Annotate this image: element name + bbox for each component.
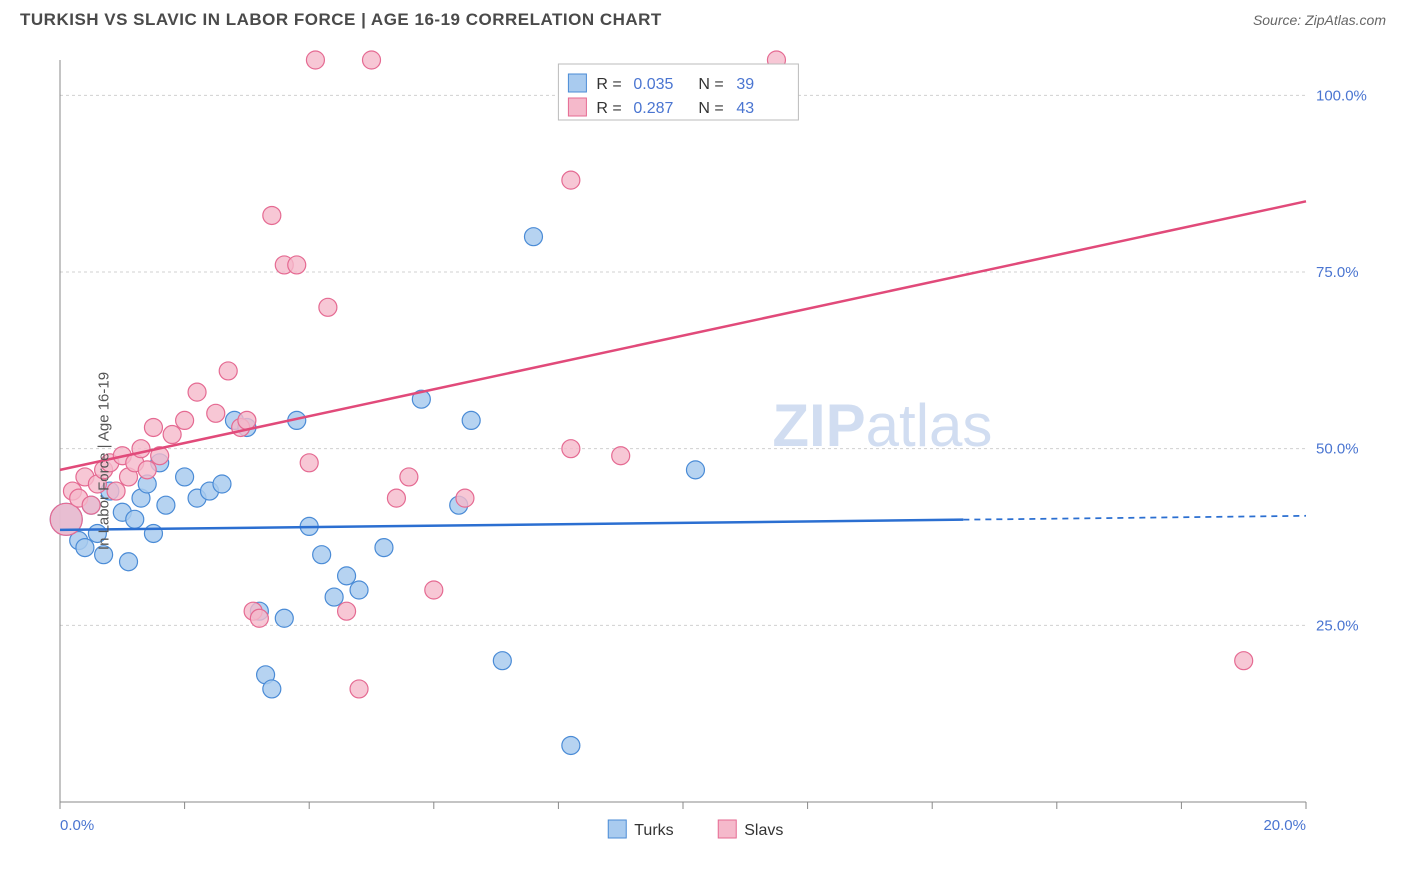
data-point	[120, 553, 138, 571]
data-point	[524, 228, 542, 246]
data-point	[144, 418, 162, 436]
y-tick-label: 50.0%	[1316, 441, 1359, 458]
legend-series-name: Turks	[634, 822, 673, 839]
chart-title: TURKISH VS SLAVIC IN LABOR FORCE | AGE 1…	[20, 10, 662, 30]
data-point	[250, 609, 268, 627]
data-point	[686, 461, 704, 479]
data-point	[275, 609, 293, 627]
data-point	[319, 298, 337, 316]
legend-r-label: R =	[596, 100, 621, 117]
data-point	[207, 404, 225, 422]
data-point	[219, 362, 237, 380]
data-point	[176, 411, 194, 429]
trend-line	[60, 201, 1306, 470]
legend-box	[558, 64, 798, 120]
data-point	[238, 411, 256, 429]
y-tick-label: 75.0%	[1316, 264, 1359, 281]
data-point	[425, 581, 443, 599]
y-tick-label: 25.0%	[1316, 617, 1359, 634]
legend-swatch-bottom	[608, 820, 626, 838]
legend-swatch	[568, 98, 586, 116]
data-point	[363, 51, 381, 69]
data-point	[126, 510, 144, 528]
legend-n-value: 39	[736, 76, 754, 93]
legend-r-label: R =	[596, 76, 621, 93]
legend-swatch	[568, 74, 586, 92]
legend-r-value: 0.035	[633, 76, 673, 93]
data-point	[338, 602, 356, 620]
data-point	[387, 489, 405, 507]
data-point	[1235, 652, 1253, 670]
legend-series-name: Slavs	[744, 822, 783, 839]
legend-swatch-bottom	[718, 820, 736, 838]
data-point	[313, 546, 331, 564]
data-point	[306, 51, 324, 69]
correlation-chart: 25.0% 50.0% 75.0% 100.0% 0.0% 20.0% ZIPatlas R …	[20, 50, 1386, 872]
data-point	[612, 447, 630, 465]
data-point	[163, 426, 181, 444]
data-point	[456, 489, 474, 507]
watermark: ZIPatlas	[772, 392, 992, 459]
legend-n-label: N =	[698, 76, 723, 93]
data-point	[562, 736, 580, 754]
x-tick-label: 20.0%	[1263, 817, 1306, 834]
data-point	[76, 539, 94, 557]
data-point	[350, 680, 368, 698]
source-label: Source: ZipAtlas.com	[1253, 12, 1386, 28]
trend-line	[60, 520, 963, 530]
y-axis-label: In Labor Force | Age 16-19	[96, 372, 113, 550]
data-point	[325, 588, 343, 606]
data-point	[213, 475, 231, 493]
data-point	[338, 567, 356, 585]
data-point	[300, 454, 318, 472]
data-point	[562, 440, 580, 458]
data-point	[188, 383, 206, 401]
legend-r-value: 0.287	[633, 100, 673, 117]
legend-n-value: 43	[736, 100, 754, 117]
y-tick-label: 100.0%	[1316, 87, 1367, 104]
data-point	[157, 496, 175, 514]
data-point	[562, 171, 580, 189]
data-point	[176, 468, 194, 486]
data-point	[138, 461, 156, 479]
data-point	[400, 468, 418, 486]
x-tick-label: 0.0%	[60, 817, 94, 834]
data-point	[263, 680, 281, 698]
data-point	[493, 652, 511, 670]
data-point	[350, 581, 368, 599]
legend-n-label: N =	[698, 100, 723, 117]
data-point	[263, 206, 281, 224]
data-point	[462, 411, 480, 429]
data-point	[288, 256, 306, 274]
data-point	[144, 524, 162, 542]
data-point	[375, 539, 393, 557]
trend-line-dashed	[963, 516, 1306, 520]
